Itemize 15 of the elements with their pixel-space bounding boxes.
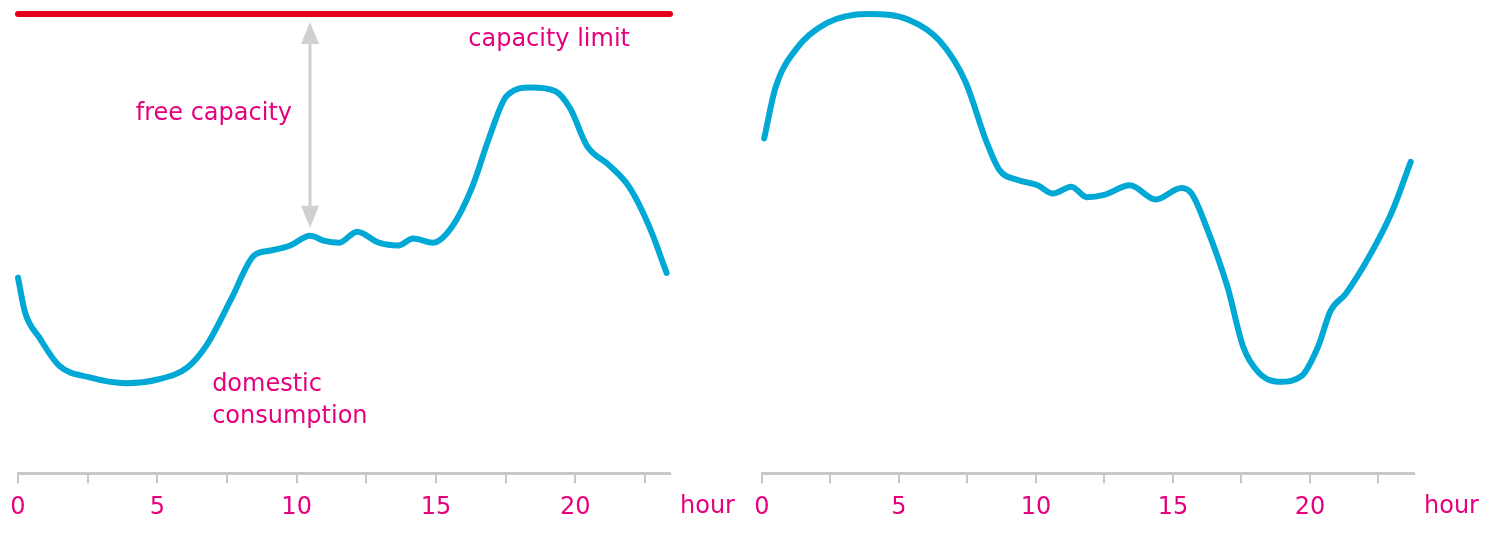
x-tick-label: 0 xyxy=(10,491,26,520)
x-tick-label: 15 xyxy=(1157,491,1189,520)
x-tick-label: 0 xyxy=(754,491,770,520)
x-tick-label: 20 xyxy=(1294,491,1326,520)
x-axis-title: hour xyxy=(1424,491,1480,520)
x-tick-label: 10 xyxy=(1020,491,1052,520)
series-label: domestic consumption xyxy=(212,368,368,429)
x-tick-label: 5 xyxy=(149,491,165,520)
x-tick-label: 5 xyxy=(891,491,907,520)
series-label: capacity limit xyxy=(468,24,630,53)
x-tick-label: 15 xyxy=(420,491,452,520)
x-tick-label: 10 xyxy=(281,491,312,520)
x-axis-title: hour xyxy=(680,491,736,520)
annotation: free capacity xyxy=(135,98,293,127)
x-tick-label: 20 xyxy=(559,491,591,520)
